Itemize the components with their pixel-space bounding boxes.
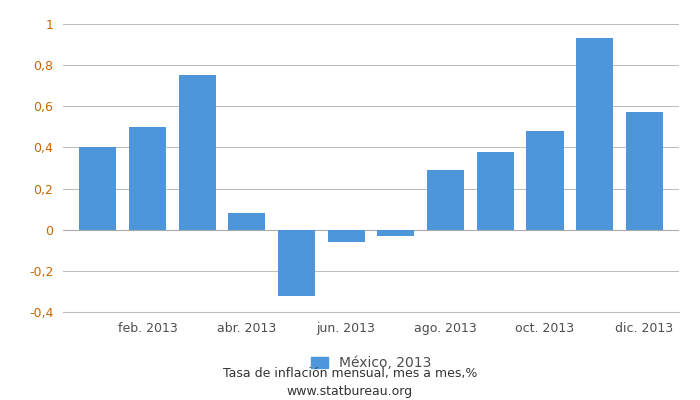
Bar bbox=[278, 230, 315, 296]
Bar bbox=[377, 230, 414, 236]
Bar bbox=[477, 152, 514, 230]
Bar bbox=[328, 230, 365, 242]
Bar bbox=[427, 170, 464, 230]
Bar bbox=[526, 131, 564, 230]
Bar bbox=[79, 148, 116, 230]
Legend: México, 2013: México, 2013 bbox=[311, 356, 431, 370]
Bar bbox=[178, 76, 216, 230]
Text: www.statbureau.org: www.statbureau.org bbox=[287, 385, 413, 398]
Text: Tasa de inflación mensual, mes a mes,%: Tasa de inflación mensual, mes a mes,% bbox=[223, 368, 477, 380]
Bar bbox=[228, 213, 265, 230]
Bar bbox=[129, 127, 166, 230]
Bar bbox=[576, 38, 613, 230]
Bar bbox=[626, 112, 663, 230]
